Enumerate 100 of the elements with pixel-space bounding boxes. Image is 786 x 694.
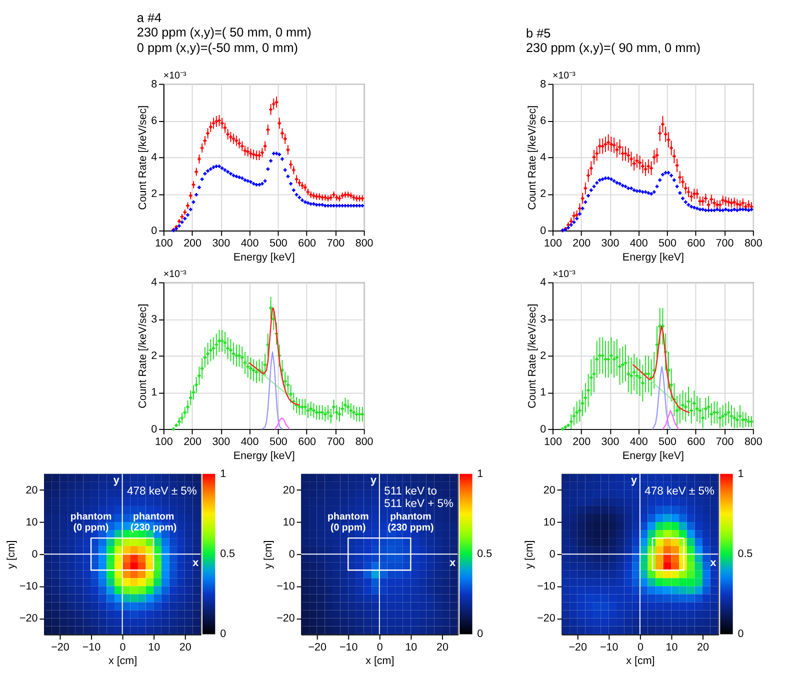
y-axis-title: Count Rate [/keV/sec] [137, 304, 150, 408]
x-tick-label: 800 [744, 238, 762, 250]
x-tick-label: 200 [572, 238, 591, 250]
y-tick-label: 20 [543, 484, 556, 496]
color-bar-label: 0.5 [220, 548, 236, 560]
x-tick-label: 0 [376, 641, 383, 654]
x-tick-label: 500 [658, 436, 677, 448]
annotation: 511 keV to 511 keV + 5% [384, 485, 454, 510]
color-bar-label: 0 [477, 628, 484, 640]
annotation: 478 keV ± 5% [644, 485, 715, 498]
y-tick-label: −20 [537, 612, 556, 625]
y-tick-label: 2 [540, 188, 546, 200]
ref-line-label: y [370, 474, 376, 487]
x-tick-label: 600 [298, 436, 316, 448]
x-tick-label: 700 [326, 238, 345, 250]
text: ×10⁻³ [552, 268, 576, 280]
y-tick-label: 10 [543, 516, 556, 528]
x-tick-label: −20 [308, 641, 326, 654]
y-tick-label: 4 [540, 276, 546, 289]
y-axis-title: Count Rate [/keV/sec] [526, 304, 538, 408]
color-bar-label: 1 [477, 468, 484, 480]
text: ×10⁻³ [163, 268, 187, 280]
y-tick-label: 20 [282, 484, 295, 496]
x-tick-label: 600 [687, 238, 706, 250]
ref-line-label: y [113, 474, 120, 487]
x-tick-label: 200 [184, 238, 202, 250]
x-axis-title: Energy [keV] [622, 450, 684, 462]
y-axis-title: y [cm] [262, 540, 275, 569]
y-tick-label: 0 [288, 548, 295, 560]
color-bar-label: 0 [220, 628, 226, 640]
y-tick-label: 3 [151, 313, 158, 326]
color-bar-label: 1 [738, 468, 744, 480]
y-tick-label: −10 [19, 580, 38, 593]
y-tick-label: 8 [151, 78, 158, 90]
annotation: phantom (230 ppm) [388, 511, 434, 534]
y-tick-label: 1 [540, 386, 546, 399]
y-tick-label: 3 [540, 313, 546, 326]
y-tick-label: 0 [549, 548, 556, 560]
x-tick-label: 100 [154, 436, 173, 448]
x-tick-label: 600 [687, 436, 706, 448]
x-axis-title: x [cm] [626, 655, 655, 668]
chart-subtitle: 230 ppm (x,y)=( 50 mm, 0 mm) 0 ppm (x,y)=(-50 mm, 0 mm) [136, 25, 312, 56]
annotation: phantom (0 ppm) [70, 511, 112, 534]
x-tick-label: 500 [269, 436, 288, 448]
x-tick-label: 600 [298, 238, 316, 250]
x-tick-label: 400 [240, 436, 259, 448]
x-tick-label: 200 [572, 436, 591, 448]
y-axis-title: y [cm] [523, 540, 536, 569]
chart-title: b #5 [526, 26, 551, 40]
x-tick-label: 800 [355, 436, 374, 448]
y-tick-label: 8 [540, 78, 546, 90]
chart-subtitle: 230 ppm (x,y)=( 90 mm, 0 mm) [526, 41, 700, 56]
y-axis-title: Count Rate [/keV/sec] [137, 105, 150, 210]
color-bar-label: 0 [738, 628, 744, 640]
text: ×10⁻³ [163, 70, 187, 82]
x-tick-label: 300 [601, 436, 620, 448]
y-tick-label: 0 [32, 548, 38, 560]
x-tick-label: −10 [82, 641, 101, 654]
ref-line-label: x [710, 556, 716, 569]
y-tick-label: 10 [282, 516, 295, 528]
annotation: phantom (0 ppm) [328, 511, 370, 534]
x-tick-label: 10 [666, 641, 678, 654]
ref-line-label: x [192, 556, 199, 569]
x-tick-label: 800 [744, 436, 762, 448]
color-bar-label: 0.5 [738, 548, 753, 560]
x-tick-label: 100 [544, 238, 562, 250]
x-tick-label: −10 [339, 641, 358, 654]
y-axis-title: Count Rate [/keV/sec] [526, 105, 538, 210]
x-tick-label: 200 [184, 436, 202, 448]
y-tick-label: 20 [26, 484, 38, 496]
y-axis-title: y [cm] [6, 540, 18, 569]
text: ×10⁻³ [552, 70, 576, 82]
x-axis-title: Energy [keV] [233, 450, 295, 462]
x-tick-label: 700 [716, 436, 734, 448]
y-tick-label: 4 [540, 152, 546, 164]
x-tick-label: −10 [600, 641, 618, 654]
y-tick-label: 0 [540, 224, 546, 237]
x-tick-label: 400 [630, 238, 648, 250]
x-tick-label: 20 [179, 641, 192, 654]
x-tick-label: 100 [154, 238, 173, 250]
ref-line-label: x [450, 556, 456, 569]
y-tick-label: 1 [151, 386, 158, 399]
x-tick-label: 500 [269, 238, 288, 250]
x-tick-label: 800 [355, 238, 374, 250]
x-tick-label: 300 [212, 436, 230, 448]
color-bar-label: 0.5 [477, 548, 492, 560]
y-tick-label: −10 [537, 580, 556, 593]
y-tick-label: 2 [151, 188, 158, 200]
chart-title: a #4 [136, 10, 162, 25]
y-tick-label: −20 [19, 612, 38, 625]
y-tick-label: −20 [276, 612, 295, 625]
x-axis-title: Energy [keV] [622, 251, 684, 264]
x-tick-label: 20 [697, 641, 709, 654]
x-tick-label: 100 [544, 436, 562, 448]
y-tick-label: 2 [540, 350, 546, 362]
y-tick-label: 0 [151, 224, 158, 237]
y-tick-label: 10 [26, 516, 38, 528]
x-tick-label: 400 [240, 238, 259, 250]
x-tick-label: 400 [630, 436, 648, 448]
y-tick-label: 6 [151, 114, 158, 127]
